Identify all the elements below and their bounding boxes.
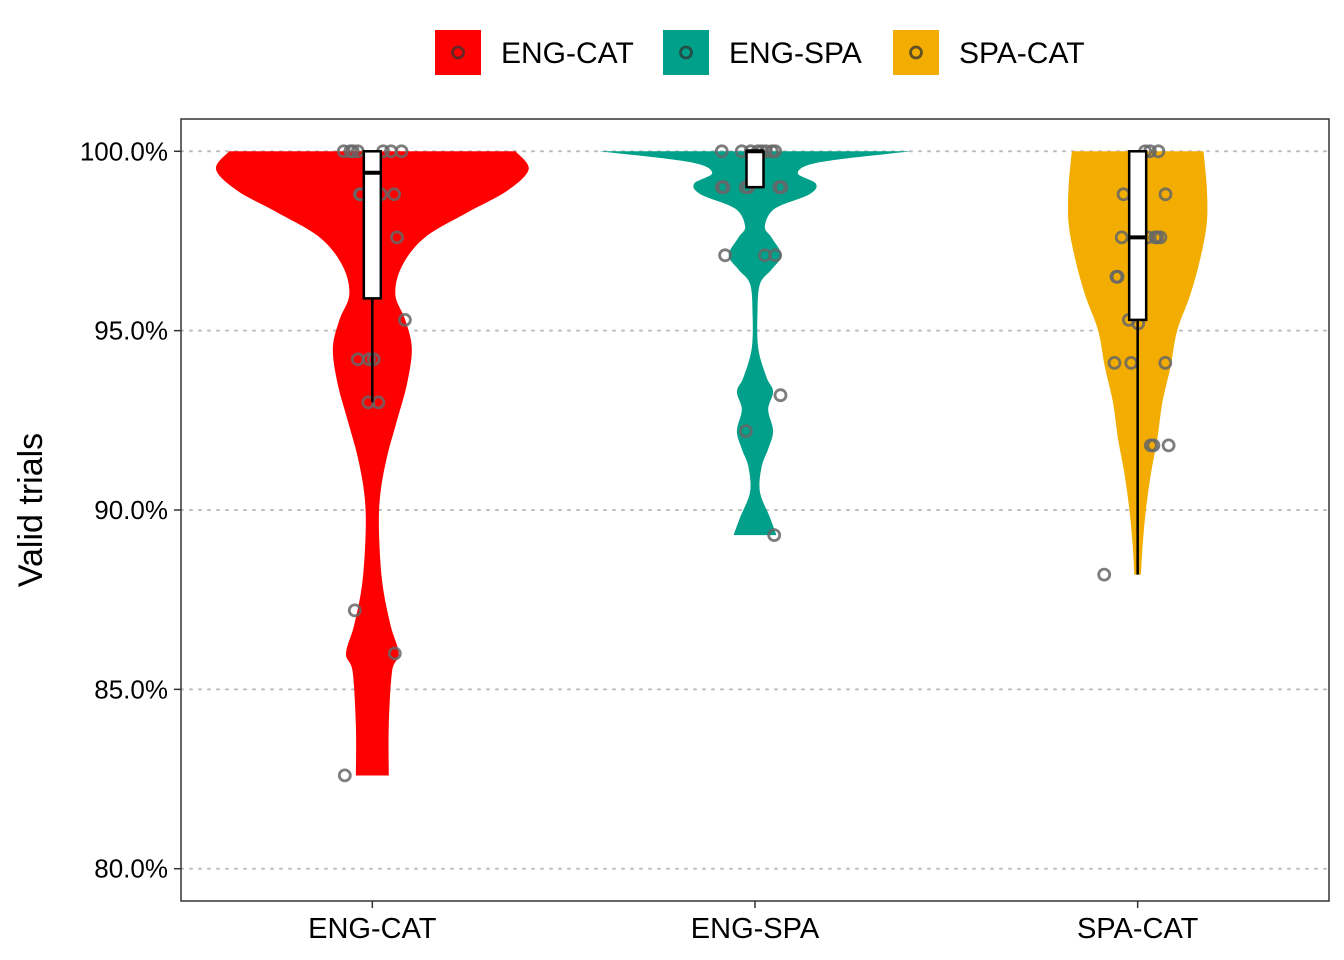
data-point-spa-cat [1097,567,1112,582]
data-point-eng-cat [384,144,398,159]
legend-key-swatch [663,30,709,75]
data-point-spa-cat [1146,438,1161,453]
data-point-eng-spa [767,528,782,542]
data-point-eng-spa [774,180,789,195]
data-point-spa-cat [1107,355,1122,370]
data-point-eng-spa [739,424,753,439]
data-point-eng-cat [390,230,404,245]
y-tick-label: 80.0% [94,854,168,884]
data-point-spa-cat [1158,355,1173,370]
boxplot-eng-spa [745,149,765,189]
data-point-spa-cat [1151,144,1166,159]
data-point-spa-cat [1153,230,1168,245]
legend-item-eng-cat: ENG-CAT [435,30,634,75]
data-point-eng-cat [387,646,402,661]
data-point-eng-cat [362,352,376,367]
boxplot-eng-cat [362,150,383,403]
x-tick-label-spa-cat: SPA-CAT [1077,913,1199,945]
y-tick-label: 95.0% [94,316,168,346]
data-point-eng-spa [773,388,788,403]
data-point-eng-cat [397,312,412,327]
data-point-eng-cat [336,144,351,159]
data-point-eng-spa [718,248,732,263]
data-point-eng-cat [366,352,381,367]
y-axis: 80.0% 85.0% 90.0% 95.0% 100.0% [80,136,181,884]
legend-key-point [451,45,465,60]
y-axis-label: Valid trials [12,433,50,587]
legend-key-point [909,45,923,60]
legend: ENG-CAT ENG-SPA SPA-CAT [435,30,1085,75]
legend-label: ENG-CAT [501,37,634,70]
boxplots [362,149,1148,575]
x-tick-label-eng-cat: ENG-CAT [308,913,437,945]
data-point-eng-spa [714,144,729,159]
x-axis: ENG-CAT ENG-SPA SPA-CAT [308,901,1199,945]
box-iqr [745,150,765,189]
y-tick-label: 90.0% [94,495,168,525]
data-point-spa-cat [1158,187,1173,202]
data-point-spa-cat [1110,269,1125,284]
data-point-spa-cat [1114,230,1129,245]
legend-key-point [679,45,693,60]
data-point-eng-spa [716,180,731,195]
data-point-eng-cat [387,187,402,202]
data-point-eng-spa [758,248,772,263]
violin-eng-spa [598,151,912,536]
legend-key-swatch [435,30,481,75]
data-point-spa-cat [1161,438,1176,453]
legend-item-eng-spa: ENG-SPA [663,30,862,75]
data-point-eng-spa [765,144,779,159]
boxplot-spa-cat [1127,150,1148,575]
violin-eng-cat [215,151,529,776]
legend-key-swatch [893,30,939,75]
box-iqr [362,150,383,300]
legend-label: ENG-SPA [729,37,862,70]
data-point-eng-cat [337,768,352,783]
data-point-eng-cat [347,603,362,618]
legend-item-spa-cat: SPA-CAT [893,30,1085,75]
data-point-spa-cat [1148,230,1163,245]
y-tick-label: 85.0% [94,674,168,704]
data-point-eng-cat [371,395,386,410]
data-point-eng-cat [343,144,358,159]
legend-label: SPA-CAT [959,37,1085,70]
x-tick-label-eng-spa: ENG-SPA [691,913,820,945]
y-tick-label: 100.0% [80,136,168,166]
